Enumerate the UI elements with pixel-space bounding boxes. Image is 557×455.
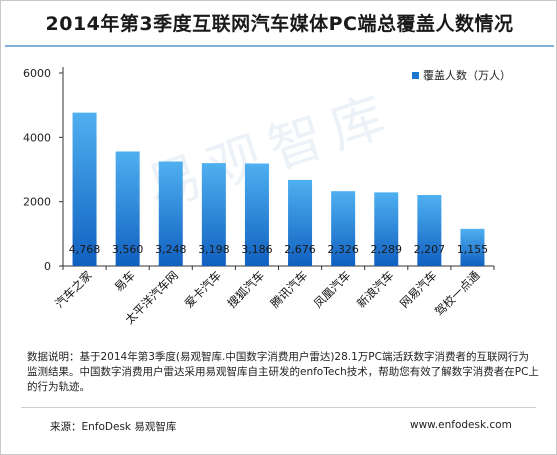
bar — [158, 161, 183, 266]
category-label: 易车 — [112, 268, 138, 294]
category-label: 驾校一点通 — [432, 268, 483, 319]
category-label: 新浪汽车 — [354, 268, 396, 310]
data-label: 3,560 — [112, 243, 144, 256]
data-label: 4,768 — [69, 243, 101, 256]
legend-swatch — [412, 71, 419, 79]
chart-legend: 覆盖人数（万人） — [412, 67, 511, 83]
data-label: 1,155 — [457, 243, 489, 256]
data-label: 2,326 — [327, 243, 359, 256]
category-label: 爱卡汽车 — [182, 268, 224, 310]
chart-title: 2014年第3季度互联网汽车媒体PC端总覆盖人数情况 — [45, 13, 514, 35]
data-label: 3,248 — [155, 243, 187, 256]
y-tick-label: 6000 — [23, 67, 51, 80]
bar — [288, 179, 313, 266]
website-text: www.enfodesk.com — [410, 419, 512, 431]
bar — [331, 191, 356, 266]
data-label: 3,186 — [241, 243, 273, 256]
bar — [201, 163, 226, 266]
bar — [460, 228, 485, 266]
title-divider — [5, 45, 554, 47]
footer-divider — [21, 407, 536, 408]
bar — [417, 195, 442, 266]
y-tick-label: 2000 — [23, 196, 51, 209]
bar — [244, 163, 269, 266]
bar — [72, 112, 97, 266]
bar — [115, 151, 140, 266]
bar — [374, 192, 399, 266]
data-label: 2,676 — [284, 243, 316, 256]
category-label: 汽车之家 — [52, 268, 95, 311]
bar-chart: 02000400060004,768汽车之家3,560易车3,248太平洋汽车网… — [23, 67, 495, 327]
category-label: 凤凰汽车 — [311, 268, 353, 310]
category-label: 网易汽车 — [397, 268, 439, 310]
y-tick-label: 4000 — [23, 131, 51, 144]
data-label: 3,198 — [198, 243, 230, 256]
data-label: 2,207 — [414, 243, 446, 256]
category-label: 腾讯汽车 — [268, 268, 310, 310]
source-text: 来源：EnfoDesk 易观智库 — [50, 421, 177, 433]
category-label: 搜狐汽车 — [225, 268, 267, 310]
data-label: 2,289 — [371, 243, 403, 256]
y-tick-label: 0 — [44, 260, 51, 273]
legend-label: 覆盖人数（万人） — [423, 69, 511, 82]
data-note: 数据说明：基于2014年第3季度(易观智库.中国数字消费用户雷达)28.1万PC… — [27, 351, 539, 393]
